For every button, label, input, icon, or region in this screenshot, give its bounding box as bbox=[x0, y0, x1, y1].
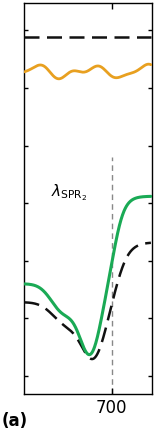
Text: (a): (a) bbox=[1, 412, 28, 430]
Text: $\lambda_{\mathrm{SPR}_2}$: $\lambda_{\mathrm{SPR}_2}$ bbox=[51, 182, 87, 203]
